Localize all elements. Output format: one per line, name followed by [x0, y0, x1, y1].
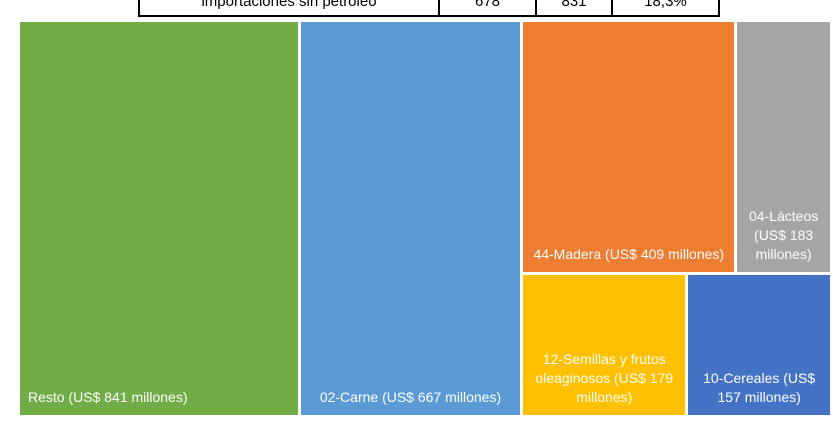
tile-label: 10-Cereales (US$ 157 millones)	[703, 369, 816, 405]
tile: 12-Semillas y frutos oleaginosos (US$ 17…	[523, 274, 686, 415]
tile-label: 44-Madera (US$ 409 millones)	[533, 245, 725, 262]
cell: 18,3%	[611, 0, 720, 17]
tile-label: 04-Lácteos (US$ 183 millones)	[748, 207, 819, 262]
tile: 44-Madera (US$ 409 millones)	[523, 22, 735, 272]
tile: 10-Cereales (US$ 157 millones)	[688, 274, 830, 415]
tile: 02-Carne (US$ 667 millones)	[300, 22, 521, 415]
tile: Resto (US$ 841 millones)	[20, 22, 298, 415]
cell: importaciones sin petróleo	[138, 0, 440, 17]
tile: 04-Lácteos (US$ 183 millones)	[737, 22, 830, 272]
table-row: importaciones sin petróleo 678 831 18,3%	[138, 0, 720, 17]
treemap: Resto (US$ 841 millones) 02-Carne (US$ 66…	[20, 22, 833, 418]
cell: 831	[535, 0, 613, 17]
tile-label: Resto (US$ 841 millones)	[28, 389, 188, 405]
tile-label: 02-Carne (US$ 667 millones)	[319, 389, 502, 405]
tile-label: 12-Semillas y frutos oleaginosos (US$ 17…	[535, 350, 674, 405]
cell: 678	[438, 0, 537, 17]
